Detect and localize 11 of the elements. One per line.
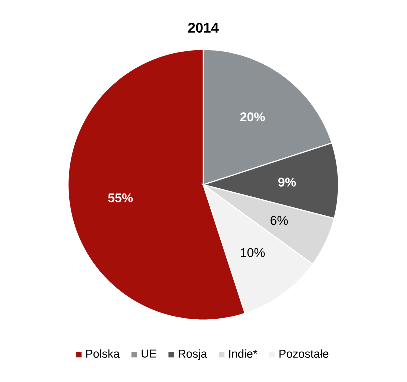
- data-label: 55%: [108, 194, 134, 203]
- legend-label: Rosja: [178, 350, 208, 360]
- legend-label: Indie*: [229, 350, 258, 358]
- data-label: 6%: [270, 216, 288, 226]
- data-label: 10%: [241, 248, 265, 258]
- data-label: 20%: [240, 112, 266, 122]
- legend-label: Pozostałe: [280, 350, 329, 358]
- legend-label: Polska: [86, 350, 120, 358]
- legend-label: UE: [142, 350, 156, 358]
- data-label: 9%: [278, 178, 296, 187]
- chart-title: 2014: [188, 23, 219, 33]
